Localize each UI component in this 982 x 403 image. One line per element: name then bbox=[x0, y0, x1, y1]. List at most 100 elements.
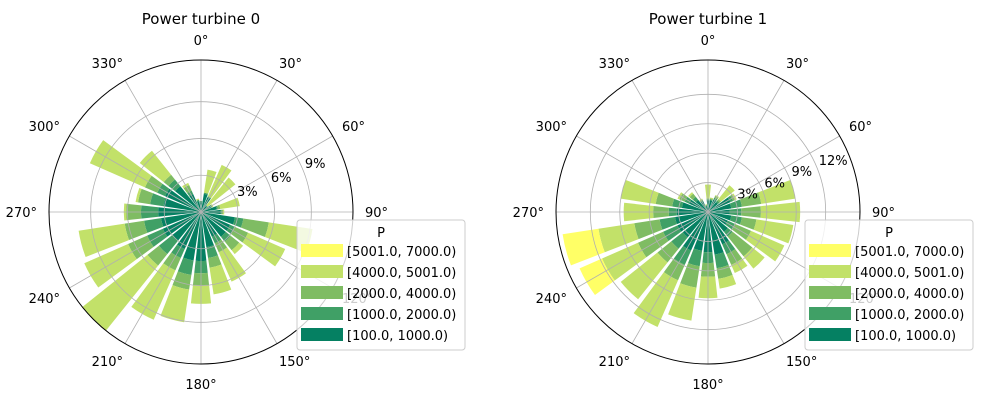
bar-segment bbox=[201, 212, 235, 225]
bar-segment bbox=[172, 212, 201, 241]
bar-segment bbox=[753, 219, 794, 244]
direction-label: 210° bbox=[599, 355, 630, 370]
direction-label: 270° bbox=[513, 206, 544, 221]
bar-segment bbox=[731, 223, 752, 240]
grid-spoke bbox=[200, 135, 333, 213]
grid-spoke bbox=[124, 80, 202, 213]
bar-segment bbox=[672, 198, 684, 208]
grid-spoke bbox=[707, 135, 840, 213]
bar-segment bbox=[692, 196, 699, 203]
radial-tick-label: 12% bbox=[819, 154, 848, 169]
grid-spoke bbox=[124, 211, 202, 344]
radial-tick-label: 9% bbox=[792, 165, 813, 180]
bar-segment bbox=[681, 202, 708, 212]
legend-swatch bbox=[301, 328, 343, 341]
bar-segment bbox=[683, 212, 708, 251]
bar-segment bbox=[671, 232, 688, 249]
bar-segment bbox=[215, 205, 218, 210]
legend-swatch bbox=[301, 307, 343, 320]
direction-label: 30° bbox=[279, 57, 302, 72]
bar-segment bbox=[201, 206, 207, 212]
bar-segment bbox=[144, 218, 164, 233]
bar-segment bbox=[729, 215, 742, 225]
bar-segment bbox=[675, 212, 708, 225]
bar-segment bbox=[219, 197, 240, 210]
bar-segment bbox=[201, 212, 226, 237]
legend-swatch bbox=[809, 244, 851, 257]
bar-segment bbox=[708, 212, 728, 232]
bar-segment bbox=[177, 257, 194, 276]
legend-swatch bbox=[301, 286, 343, 299]
bar-segment bbox=[677, 212, 708, 232]
direction-label: 180° bbox=[185, 378, 216, 393]
bar-segment bbox=[78, 223, 130, 257]
bar-segment bbox=[668, 283, 697, 321]
chart-title: Power turbine 1 bbox=[649, 10, 767, 28]
bar-segment bbox=[709, 198, 713, 201]
bar-segment bbox=[160, 285, 190, 323]
bar-segment bbox=[208, 255, 222, 268]
direction-label: 150° bbox=[786, 355, 817, 370]
bar-segment bbox=[718, 185, 735, 202]
bar-segment bbox=[708, 202, 718, 212]
direction-label: 180° bbox=[692, 378, 723, 393]
bar-segment bbox=[682, 212, 708, 238]
bar-segment bbox=[82, 254, 159, 331]
radial-tick-label: 9% bbox=[305, 157, 326, 172]
bars bbox=[562, 179, 801, 327]
bar-segment bbox=[147, 245, 168, 266]
bar-segment bbox=[224, 235, 240, 251]
bar-segment bbox=[562, 228, 605, 266]
bar-segment bbox=[743, 247, 765, 269]
bar-segment bbox=[715, 200, 720, 205]
direction-label: 60° bbox=[849, 120, 872, 135]
bar-segment bbox=[183, 212, 201, 261]
legend-swatch bbox=[301, 244, 343, 257]
legend: P [5001.0, 7000.0) [4000.0, 5001.0) [2000.0… bbox=[296, 219, 466, 351]
bar-segment bbox=[89, 140, 152, 188]
direction-label: 300° bbox=[29, 120, 60, 135]
bar-segment bbox=[673, 245, 692, 265]
direction-label: 300° bbox=[536, 120, 567, 135]
grid-spoke bbox=[69, 135, 202, 213]
bar-segment bbox=[196, 201, 201, 212]
direction-label: 330° bbox=[599, 57, 630, 72]
bar-segment bbox=[657, 241, 679, 263]
radial-tick-label: 3% bbox=[737, 188, 758, 203]
polar-frame bbox=[555, 59, 861, 365]
legend-title: P bbox=[885, 226, 893, 241]
bar-segment bbox=[158, 234, 179, 255]
grid-spoke bbox=[707, 211, 785, 344]
bar-segment bbox=[177, 212, 201, 250]
bar-segment bbox=[637, 231, 669, 258]
bar-segment bbox=[206, 177, 236, 207]
radial-tick-label: 6% bbox=[764, 177, 785, 192]
bar-segment bbox=[708, 212, 729, 245]
bar-segment bbox=[688, 192, 694, 198]
bar-segment bbox=[218, 247, 246, 282]
bar-segment bbox=[688, 248, 703, 267]
legend-entry: [100.0, 1000.0) bbox=[347, 329, 448, 344]
bar-segment bbox=[739, 217, 757, 230]
bar-segment bbox=[727, 231, 753, 257]
bar-segment bbox=[716, 264, 733, 279]
bar-segment bbox=[163, 174, 175, 186]
bar-segment bbox=[739, 192, 762, 207]
bar-segment bbox=[708, 212, 732, 221]
grid-spoke bbox=[576, 135, 709, 213]
legend-entry: [5001.0, 7000.0) bbox=[347, 245, 456, 260]
legend-swatch bbox=[809, 265, 851, 278]
bar-segment bbox=[689, 193, 696, 200]
bar-segment bbox=[84, 244, 137, 288]
bar-segment bbox=[723, 227, 733, 237]
bar-segment bbox=[242, 232, 286, 267]
bar-segment bbox=[230, 226, 249, 243]
bar-segment bbox=[209, 264, 232, 295]
bar-segment bbox=[598, 223, 639, 253]
bar-segment bbox=[709, 199, 713, 202]
bar-segment bbox=[201, 206, 217, 212]
bar-segment bbox=[663, 258, 685, 281]
grid-spoke bbox=[631, 211, 709, 344]
bar-segment bbox=[633, 272, 679, 327]
